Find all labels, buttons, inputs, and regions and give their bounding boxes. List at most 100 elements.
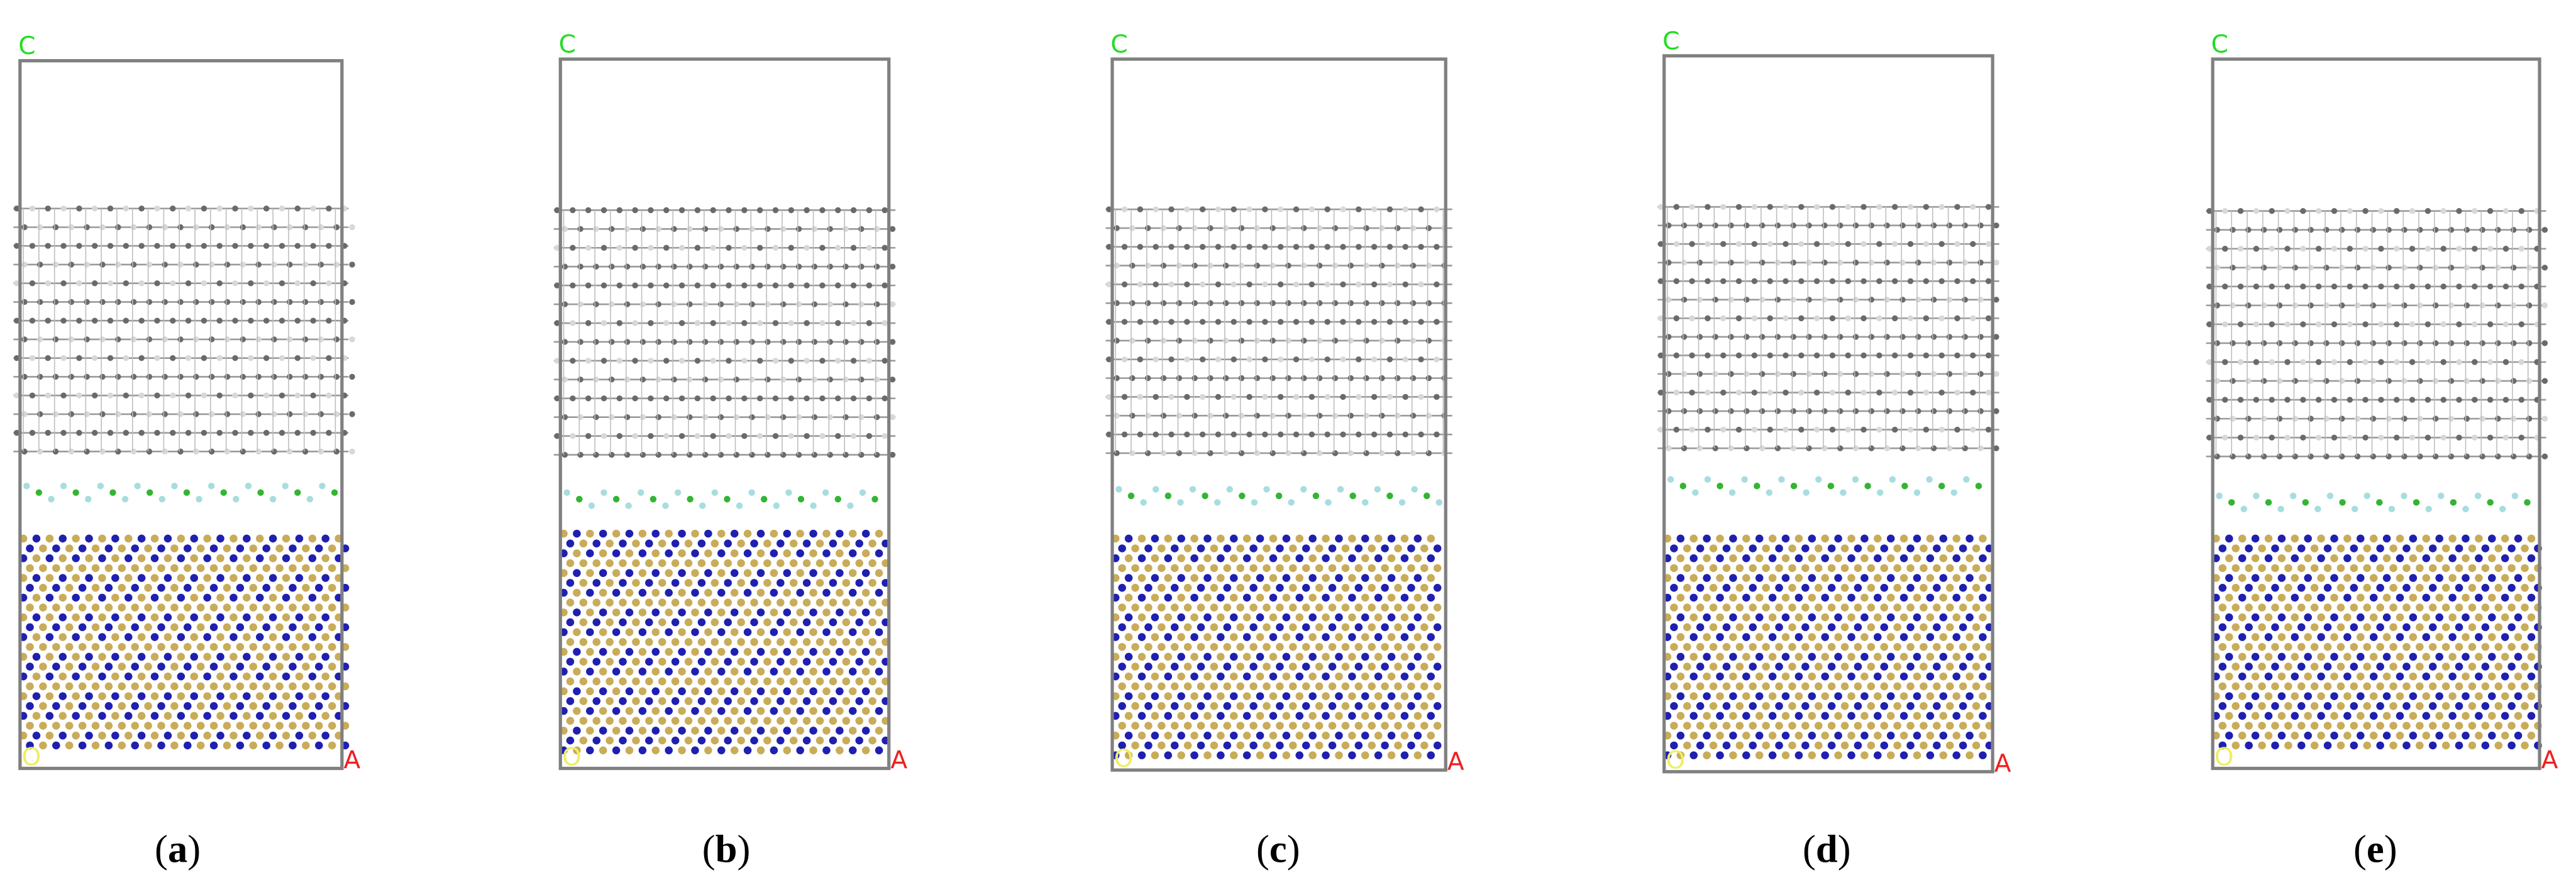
substrate-atom xyxy=(1920,662,1928,671)
substrate-atom xyxy=(2330,712,2338,720)
substrate-atom xyxy=(1177,574,1185,582)
lattice-atom xyxy=(811,414,818,421)
substrate-atom xyxy=(605,618,614,627)
lattice-atom xyxy=(1278,319,1284,325)
lattice-atom xyxy=(1285,412,1291,419)
substrate-atom xyxy=(645,736,653,745)
lattice-atom xyxy=(648,320,654,326)
substrate-atom xyxy=(2494,722,2502,730)
substrate-atom xyxy=(1821,652,1829,661)
lattice-atom xyxy=(1962,408,1968,414)
substrate-atom xyxy=(39,642,47,651)
substrate-atom xyxy=(1289,722,1297,730)
substrate-atom xyxy=(52,701,60,710)
lattice-atom xyxy=(2292,302,2299,309)
substrate-atom xyxy=(236,662,245,671)
ion xyxy=(1950,489,1957,496)
lattice-atom xyxy=(2269,321,2275,327)
lattice-atom xyxy=(819,432,826,439)
substrate-atom xyxy=(1322,732,1330,740)
ion xyxy=(1164,492,1172,500)
substrate-atom xyxy=(724,717,732,725)
substrate-atom xyxy=(2297,564,2306,573)
lattice-atom xyxy=(333,411,340,417)
lattice-atom xyxy=(1930,334,1937,340)
substrate-atom xyxy=(1368,682,1376,691)
substrate-atom xyxy=(91,701,100,710)
substrate-atom xyxy=(1886,574,1895,582)
lattice-atom xyxy=(819,245,826,251)
substrate-atom xyxy=(605,697,614,705)
lattice-atom xyxy=(1712,297,1718,303)
substrate-atom xyxy=(638,727,647,735)
substrate-atom xyxy=(1689,574,1698,582)
lattice-atom xyxy=(811,263,818,270)
substrate-atom xyxy=(144,603,152,612)
substrate-atom xyxy=(1223,642,1232,651)
substrate-atom xyxy=(848,569,857,577)
lattice-atom xyxy=(326,280,332,287)
substrate-atom xyxy=(1164,692,1173,700)
lattice-atom xyxy=(1121,244,1128,250)
substrate-atom xyxy=(2462,554,2470,563)
substrate-atom xyxy=(737,736,745,745)
lattice-atom xyxy=(1946,445,1953,451)
substrate-atom xyxy=(861,706,870,715)
substrate-atom xyxy=(1676,751,1685,759)
substrate-atom xyxy=(1670,642,1678,651)
substrate-atom xyxy=(2304,652,2312,661)
lattice-atom xyxy=(726,432,732,439)
substrate-atom xyxy=(302,682,310,691)
substrate-atom xyxy=(815,539,824,547)
lattice-atom xyxy=(655,414,661,421)
ion xyxy=(1827,483,1835,490)
lattice-atom xyxy=(1254,225,1261,231)
lattice-atom xyxy=(224,448,231,455)
substrate-atom xyxy=(802,697,811,705)
lattice-atom xyxy=(1129,262,1136,269)
substrate-atom xyxy=(815,677,824,686)
lattice-atom xyxy=(1868,371,1875,377)
substrate-atom xyxy=(1840,583,1849,592)
ion xyxy=(1889,476,1896,483)
lattice-atom xyxy=(1907,241,1914,247)
substrate-atom xyxy=(184,623,192,632)
lattice-atom xyxy=(310,206,316,212)
substrate-atom xyxy=(1696,603,1705,612)
ion xyxy=(2499,505,2506,513)
lattice-atom xyxy=(1340,356,1346,363)
lattice-atom xyxy=(1985,426,1992,433)
lattice-atom xyxy=(1418,281,1424,288)
lattice-atom xyxy=(2440,359,2446,365)
substrate-atom xyxy=(868,539,876,547)
lattice-atom xyxy=(1269,262,1276,269)
substrate-atom xyxy=(1289,642,1297,651)
substrate-atom xyxy=(1368,544,1376,552)
substrate-atom xyxy=(875,608,883,617)
substrate-atom xyxy=(1794,652,1803,661)
substrate-atom xyxy=(1735,741,1744,750)
lattice-atom xyxy=(1129,450,1136,456)
substrate-atom xyxy=(2416,701,2424,710)
substrate-atom xyxy=(65,741,74,750)
substrate-atom xyxy=(815,657,824,666)
substrate-atom xyxy=(1860,593,1869,602)
substrate-atom xyxy=(328,662,336,671)
lattice-atom xyxy=(1720,278,1727,284)
lattice-atom xyxy=(1106,431,1112,437)
lattice-atom xyxy=(648,432,654,439)
lattice-atom xyxy=(1899,445,1906,451)
lattice-atom xyxy=(1852,297,1859,303)
substrate-atom xyxy=(1407,741,1415,750)
lattice-atom xyxy=(1774,371,1781,377)
substrate-atom xyxy=(836,668,844,676)
substrate-atom xyxy=(85,672,93,681)
substrate-atom xyxy=(632,717,640,725)
substrate-atom xyxy=(32,593,41,602)
substrate-atom xyxy=(651,569,660,577)
substrate-atom xyxy=(1762,642,1770,651)
substrate-atom xyxy=(223,722,231,730)
substrate-atom xyxy=(579,539,588,547)
substrate-atom xyxy=(2488,692,2496,700)
lattice-atom xyxy=(1371,319,1378,325)
